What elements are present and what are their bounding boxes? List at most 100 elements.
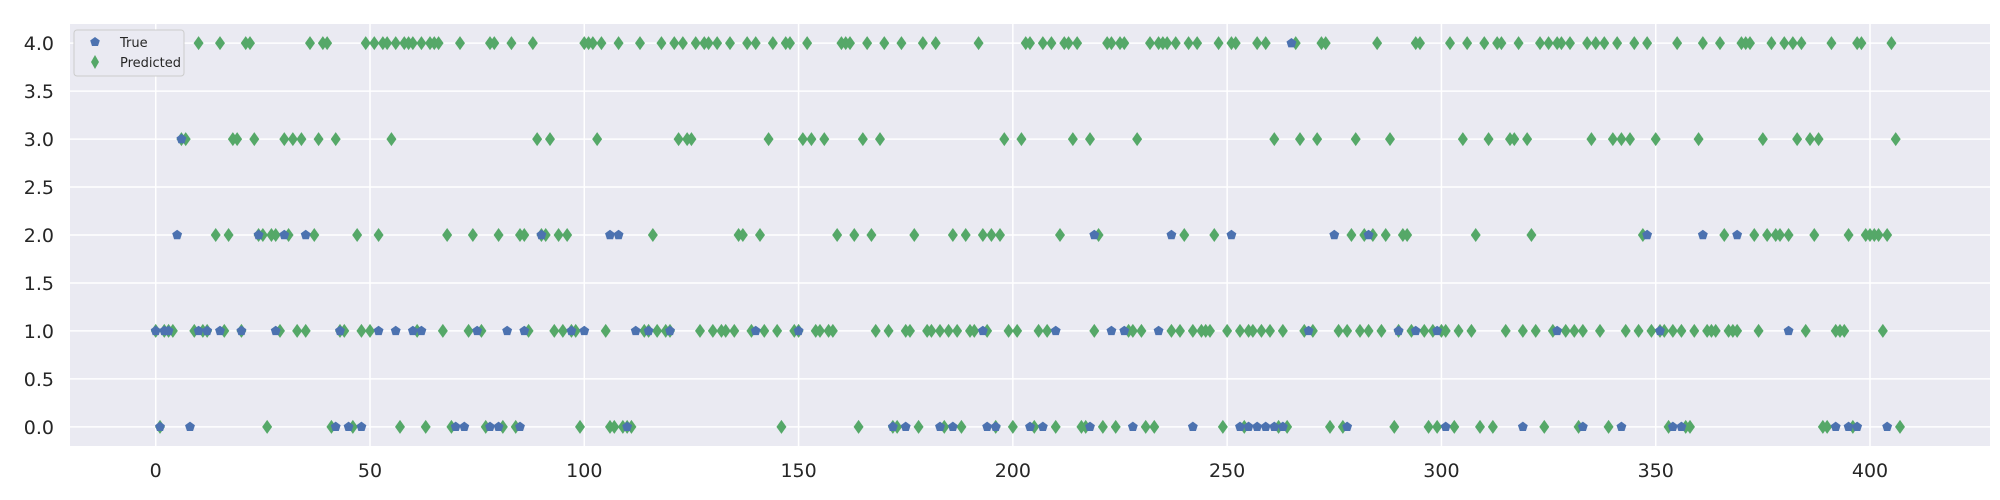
- predicted-point: [690, 36, 701, 51]
- predicted-point: [1890, 132, 1901, 147]
- true-point: [1235, 421, 1245, 432]
- true-point: [793, 325, 804, 336]
- predicted-point: [1415, 36, 1425, 51]
- true-point: [493, 421, 504, 432]
- predicted-point: [883, 323, 894, 338]
- predicted-point: [1269, 132, 1280, 147]
- predicted-point: [1856, 36, 1867, 51]
- true-point: [1410, 325, 1421, 336]
- predicted-point: [1650, 132, 1661, 147]
- predicted-point: [686, 132, 697, 147]
- predicted-point: [870, 323, 881, 338]
- true-point: [270, 325, 281, 336]
- predicted-point: [1526, 228, 1537, 242]
- predicted-point: [669, 36, 680, 51]
- predicted-point: [1025, 36, 1035, 51]
- predicted-point: [249, 132, 260, 147]
- true-point: [279, 229, 290, 240]
- predicted-point: [1496, 36, 1507, 51]
- predicted-point: [1667, 323, 1678, 338]
- predicted-point: [1762, 228, 1773, 242]
- predicted-point: [270, 228, 281, 242]
- predicted-point: [1457, 132, 1468, 147]
- predicted-point: [1132, 132, 1143, 147]
- true-point: [172, 229, 183, 240]
- true-point: [185, 421, 195, 432]
- predicted-point: [1787, 36, 1798, 51]
- true-point: [977, 325, 988, 336]
- predicted-point: [1149, 419, 1160, 434]
- predicted-point: [995, 228, 1005, 242]
- legend-true-marker: [90, 37, 100, 46]
- predicted-point: [1166, 323, 1177, 338]
- predicted-point: [1513, 36, 1524, 51]
- predicted-point: [1213, 36, 1224, 51]
- predicted-point: [1055, 228, 1065, 242]
- predicted-point: [1813, 132, 1824, 147]
- true-point: [1440, 421, 1451, 432]
- predicted-point: [1895, 419, 1905, 434]
- predicted-point: [553, 228, 564, 242]
- predicted-point: [309, 228, 320, 242]
- predicted-point: [952, 323, 963, 338]
- predicted-point: [1042, 323, 1053, 338]
- predicted-point: [1886, 36, 1897, 51]
- predicted-point: [369, 36, 380, 51]
- predicted-point: [519, 228, 530, 242]
- true-point: [1085, 421, 1095, 432]
- true-point: [1119, 325, 1130, 336]
- predicted-point: [596, 36, 607, 51]
- predicted-point: [1629, 36, 1640, 51]
- predicted-point: [592, 132, 603, 147]
- predicted-point: [1170, 36, 1181, 51]
- predicted-point: [1873, 228, 1884, 242]
- predicted-point: [806, 132, 817, 147]
- series-true-markers: [150, 37, 1893, 432]
- y-tick-label: 0.0: [24, 417, 54, 439]
- predicted-point: [1809, 228, 1820, 242]
- predicted-point: [1127, 323, 1138, 338]
- predicted-point: [1470, 228, 1481, 242]
- predicted-point: [1792, 132, 1803, 147]
- predicted-point: [1466, 323, 1477, 338]
- predicted-point: [1612, 36, 1623, 51]
- predicted-point: [1582, 36, 1593, 51]
- predicted-point: [609, 419, 620, 434]
- y-tick-label: 0.5: [24, 369, 54, 391]
- predicted-point: [232, 132, 243, 147]
- true-point: [330, 421, 341, 432]
- predicted-point: [1672, 36, 1683, 51]
- predicted-point: [1517, 323, 1528, 338]
- predicted-point: [407, 36, 418, 51]
- predicted-point: [1312, 132, 1323, 147]
- predicted-point: [802, 36, 813, 51]
- true-point: [887, 421, 898, 432]
- predicted-point: [382, 36, 393, 51]
- true-point: [1303, 325, 1314, 336]
- predicted-point: [1586, 132, 1597, 147]
- true-point: [1843, 421, 1854, 432]
- predicted-point: [819, 132, 830, 147]
- predicted-point: [857, 132, 868, 147]
- predicted-point: [352, 228, 363, 242]
- true-point: [566, 325, 577, 336]
- legend-predicted-label: Predicted: [120, 56, 181, 71]
- true-point: [163, 325, 174, 336]
- predicted-point: [1826, 36, 1837, 51]
- predicted-point: [1432, 419, 1443, 434]
- predicted-point: [1162, 36, 1173, 51]
- legend: True Predicted: [73, 29, 185, 77]
- true-point: [450, 421, 461, 432]
- predicted-point: [947, 228, 958, 242]
- predicted-point: [527, 36, 538, 51]
- predicted-point: [729, 323, 740, 338]
- predicted-point: [549, 323, 560, 338]
- true-point: [1269, 421, 1280, 432]
- predicted-point: [1067, 132, 1078, 147]
- predicted-point: [322, 36, 333, 51]
- predicted-point: [763, 132, 774, 147]
- predicted-point: [1346, 228, 1357, 242]
- predicted-point: [600, 323, 611, 338]
- predicted-point: [557, 323, 568, 338]
- predicted-point: [356, 323, 367, 338]
